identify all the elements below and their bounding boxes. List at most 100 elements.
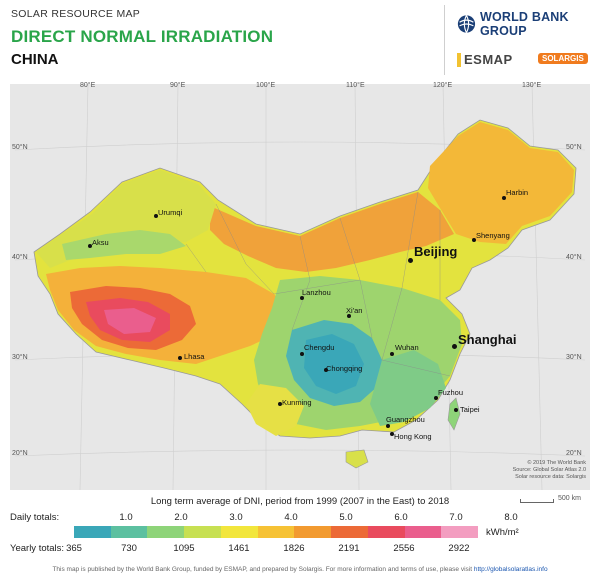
city-label-major: Shanghai bbox=[458, 332, 517, 347]
city-marker bbox=[390, 352, 394, 356]
lat-tick: 30°N bbox=[12, 354, 28, 361]
map-credits: © 2019 The World Bank Source: Global Sol… bbox=[513, 460, 586, 481]
lat-tick: 20°N bbox=[12, 450, 28, 457]
yearly-value: 2922 bbox=[448, 543, 470, 554]
city-marker bbox=[472, 238, 476, 242]
footer-text: This map is published by the World Bank … bbox=[52, 566, 473, 573]
color-scale-bar bbox=[74, 526, 479, 538]
lon-tick: 130°E bbox=[522, 82, 542, 89]
globe-icon bbox=[457, 15, 476, 33]
daily-value: 1.0 bbox=[119, 512, 133, 523]
yearly-value: 1461 bbox=[228, 543, 250, 554]
daily-value: 3.0 bbox=[229, 512, 243, 523]
city-label-major: Beijing bbox=[414, 244, 458, 259]
city-marker bbox=[178, 356, 182, 360]
daily-value: 7.0 bbox=[449, 512, 463, 523]
scale-bar bbox=[520, 499, 554, 503]
city-label: Urumqi bbox=[158, 208, 183, 217]
yearly-value: 2191 bbox=[338, 543, 360, 554]
map-canvas bbox=[14, 83, 586, 491]
city-marker bbox=[278, 402, 282, 406]
city-marker bbox=[347, 314, 351, 318]
yearly-values: 365 730 1095 1461 1826 2191 2556 2922 bbox=[54, 543, 479, 554]
lat-tick: 40°N bbox=[12, 254, 28, 261]
lon-tick: 90°E bbox=[170, 82, 186, 89]
esmap-mark bbox=[457, 52, 461, 67]
esmap-logo: ESMAP bbox=[457, 52, 513, 67]
lon-tick: 120°E bbox=[433, 82, 453, 89]
world-bank-text: WORLD BANK GROUP bbox=[479, 10, 569, 38]
color-scale-segment bbox=[404, 526, 442, 538]
yearly-value: 1826 bbox=[283, 543, 305, 554]
city-marker bbox=[154, 214, 158, 218]
region-yunnan bbox=[246, 384, 304, 436]
unit-label: kWh/m² bbox=[486, 527, 519, 538]
city-marker bbox=[434, 396, 438, 400]
city-marker bbox=[88, 244, 92, 248]
city-marker bbox=[324, 368, 328, 372]
credit-line: Solar resource data: Solargis bbox=[515, 474, 586, 480]
lon-tick: 100°E bbox=[256, 82, 276, 89]
lat-tick-right: 40°N bbox=[566, 254, 582, 261]
city-label: Chengdu bbox=[304, 343, 335, 352]
city-marker bbox=[502, 196, 506, 200]
color-scale-segment bbox=[74, 526, 111, 538]
yearly-value: 365 bbox=[66, 543, 82, 554]
hainan-island bbox=[345, 449, 369, 469]
city-label: Shenyang bbox=[476, 231, 510, 240]
city-marker bbox=[300, 296, 304, 300]
city-marker bbox=[454, 408, 458, 412]
city-marker bbox=[390, 432, 394, 436]
daily-value: 5.0 bbox=[339, 512, 353, 523]
credit-line: © 2019 The World Bank bbox=[527, 460, 586, 466]
daily-value: 8.0 bbox=[504, 512, 518, 523]
color-scale-segment bbox=[367, 526, 405, 538]
daily-value: 6.0 bbox=[394, 512, 408, 523]
region-tibet-max bbox=[104, 308, 156, 334]
city-label: Xi'an bbox=[346, 306, 363, 315]
lon-tick: 80°E bbox=[80, 82, 96, 89]
region-north-belt bbox=[210, 192, 454, 272]
esmap-text: ESMAP bbox=[464, 52, 513, 67]
footer-note: This map is published by the World Bank … bbox=[0, 566, 600, 573]
lon-tick: 110°E bbox=[346, 82, 365, 89]
city-label: Wuhan bbox=[395, 343, 419, 352]
world-bank-logo: WORLD BANK GROUP bbox=[457, 10, 600, 38]
region-basin-core bbox=[304, 334, 364, 394]
scale-label: 500 km bbox=[558, 495, 581, 502]
map-kicker: SOLAR RESOURCE MAP bbox=[11, 8, 141, 20]
city-label: Hong Kong bbox=[394, 432, 432, 441]
lat-tick-right: 50°N bbox=[566, 144, 582, 151]
dni-map: 80°E 90°E 100°E 110°E 120°E 130°E 50°N 4… bbox=[10, 82, 590, 491]
color-scale-segment bbox=[147, 526, 185, 538]
city-marker-major bbox=[408, 258, 413, 263]
footer-link[interactable]: http://globalsolaratlas.info bbox=[473, 566, 548, 573]
legend-title: Long term average of DNI, period from 19… bbox=[150, 496, 450, 507]
city-label: Harbin bbox=[506, 188, 529, 197]
lat-tick-right: 30°N bbox=[566, 354, 582, 361]
header-divider bbox=[444, 5, 445, 75]
city-label: Lanzhou bbox=[302, 288, 331, 297]
color-scale-segment bbox=[220, 526, 258, 538]
yearly-label: Yearly totals: bbox=[10, 543, 65, 554]
daily-value: 4.0 bbox=[284, 512, 298, 523]
city-label: Chongqing bbox=[326, 364, 363, 373]
color-scale-segment bbox=[294, 526, 332, 538]
lat-tick: 50°N bbox=[12, 144, 28, 151]
city-label: Guangzhou bbox=[386, 415, 425, 424]
daily-value: 2.0 bbox=[174, 512, 188, 523]
daily-values: 1.0 2.0 3.0 4.0 5.0 6.0 7.0 8.0 bbox=[106, 512, 531, 523]
daily-label: Daily totals: bbox=[10, 512, 60, 523]
region-tarim bbox=[62, 230, 186, 260]
city-label: Fuzhou bbox=[438, 388, 464, 397]
color-scale-segment bbox=[110, 526, 148, 538]
city-marker-major bbox=[452, 344, 457, 349]
taiwan-island bbox=[447, 397, 461, 431]
city-label: Lhasa bbox=[184, 352, 205, 361]
city-label: Aksu bbox=[92, 238, 109, 247]
region-southeast bbox=[370, 350, 446, 426]
region-northeast bbox=[428, 122, 574, 244]
city-marker bbox=[386, 424, 390, 428]
province-borders bbox=[185, 191, 451, 377]
country-name: CHINA bbox=[11, 51, 59, 68]
